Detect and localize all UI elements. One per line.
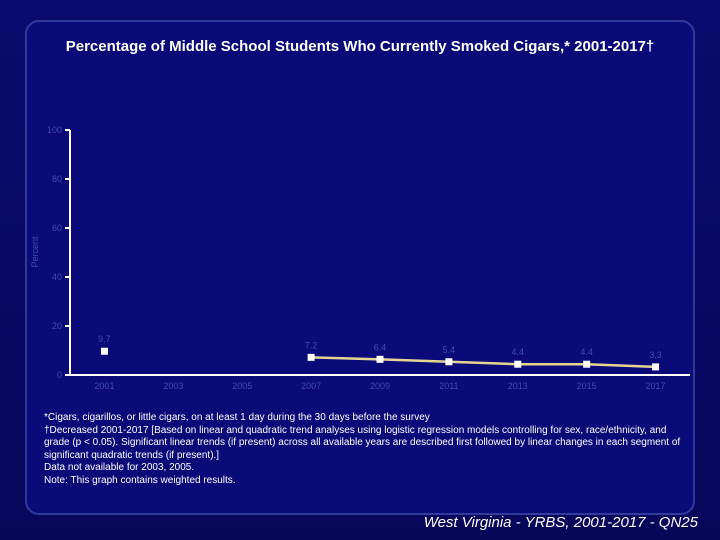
x-tick-label: 2009 [370, 381, 390, 391]
data-label: 4.4 [512, 347, 525, 357]
point [307, 353, 315, 361]
point [652, 363, 660, 371]
notes: *Cigars, cigarillos, or little cigars, o… [44, 412, 684, 487]
note: *Cigars, cigarillos, or little cigars, o… [44, 412, 430, 423]
y-tick-label: 20 [52, 321, 62, 331]
footer: West Virginia - YRBS, 2001-2017 - QN25 [423, 514, 698, 531]
y-tick-label: 60 [52, 223, 62, 233]
point [583, 360, 591, 368]
point [445, 358, 453, 366]
y-tick-label: 0 [57, 370, 62, 380]
y-tick-label: 40 [52, 272, 62, 282]
y-axis-label: Percent [30, 236, 40, 268]
x-tick-label: 2007 [301, 381, 321, 391]
data-label: 3.3 [649, 350, 662, 360]
x-tick-label: 2011 [439, 381, 458, 391]
note: †Decreased 2001-2017 [Based on linear an… [44, 424, 681, 461]
x-tick-label: 2017 [646, 381, 666, 391]
y-tick-label: 80 [52, 174, 62, 184]
panel [25, 20, 695, 515]
y-tick-label: 100 [47, 125, 62, 135]
x-tick-label: 2001 [94, 381, 114, 391]
data-label: 5.4 [443, 345, 456, 355]
note: Data not available for 2003, 2005. [44, 462, 195, 473]
point [100, 347, 108, 355]
data-label: 6.4 [374, 342, 387, 352]
x-tick-label: 2015 [577, 381, 597, 391]
x-tick-label: 2013 [508, 381, 528, 391]
data-label: 4.4 [580, 347, 593, 357]
x-tick-label: 2005 [232, 381, 252, 391]
data-label: 7.2 [305, 340, 318, 350]
point [376, 355, 384, 363]
data-label: 9.7 [98, 334, 111, 344]
point [514, 360, 522, 368]
note: Note: This graph contains weighted resul… [44, 474, 236, 486]
line [311, 356, 656, 369]
chart-title: Percentage of Middle School Students Who… [65, 38, 655, 55]
x-tick-label: 2003 [163, 381, 183, 391]
